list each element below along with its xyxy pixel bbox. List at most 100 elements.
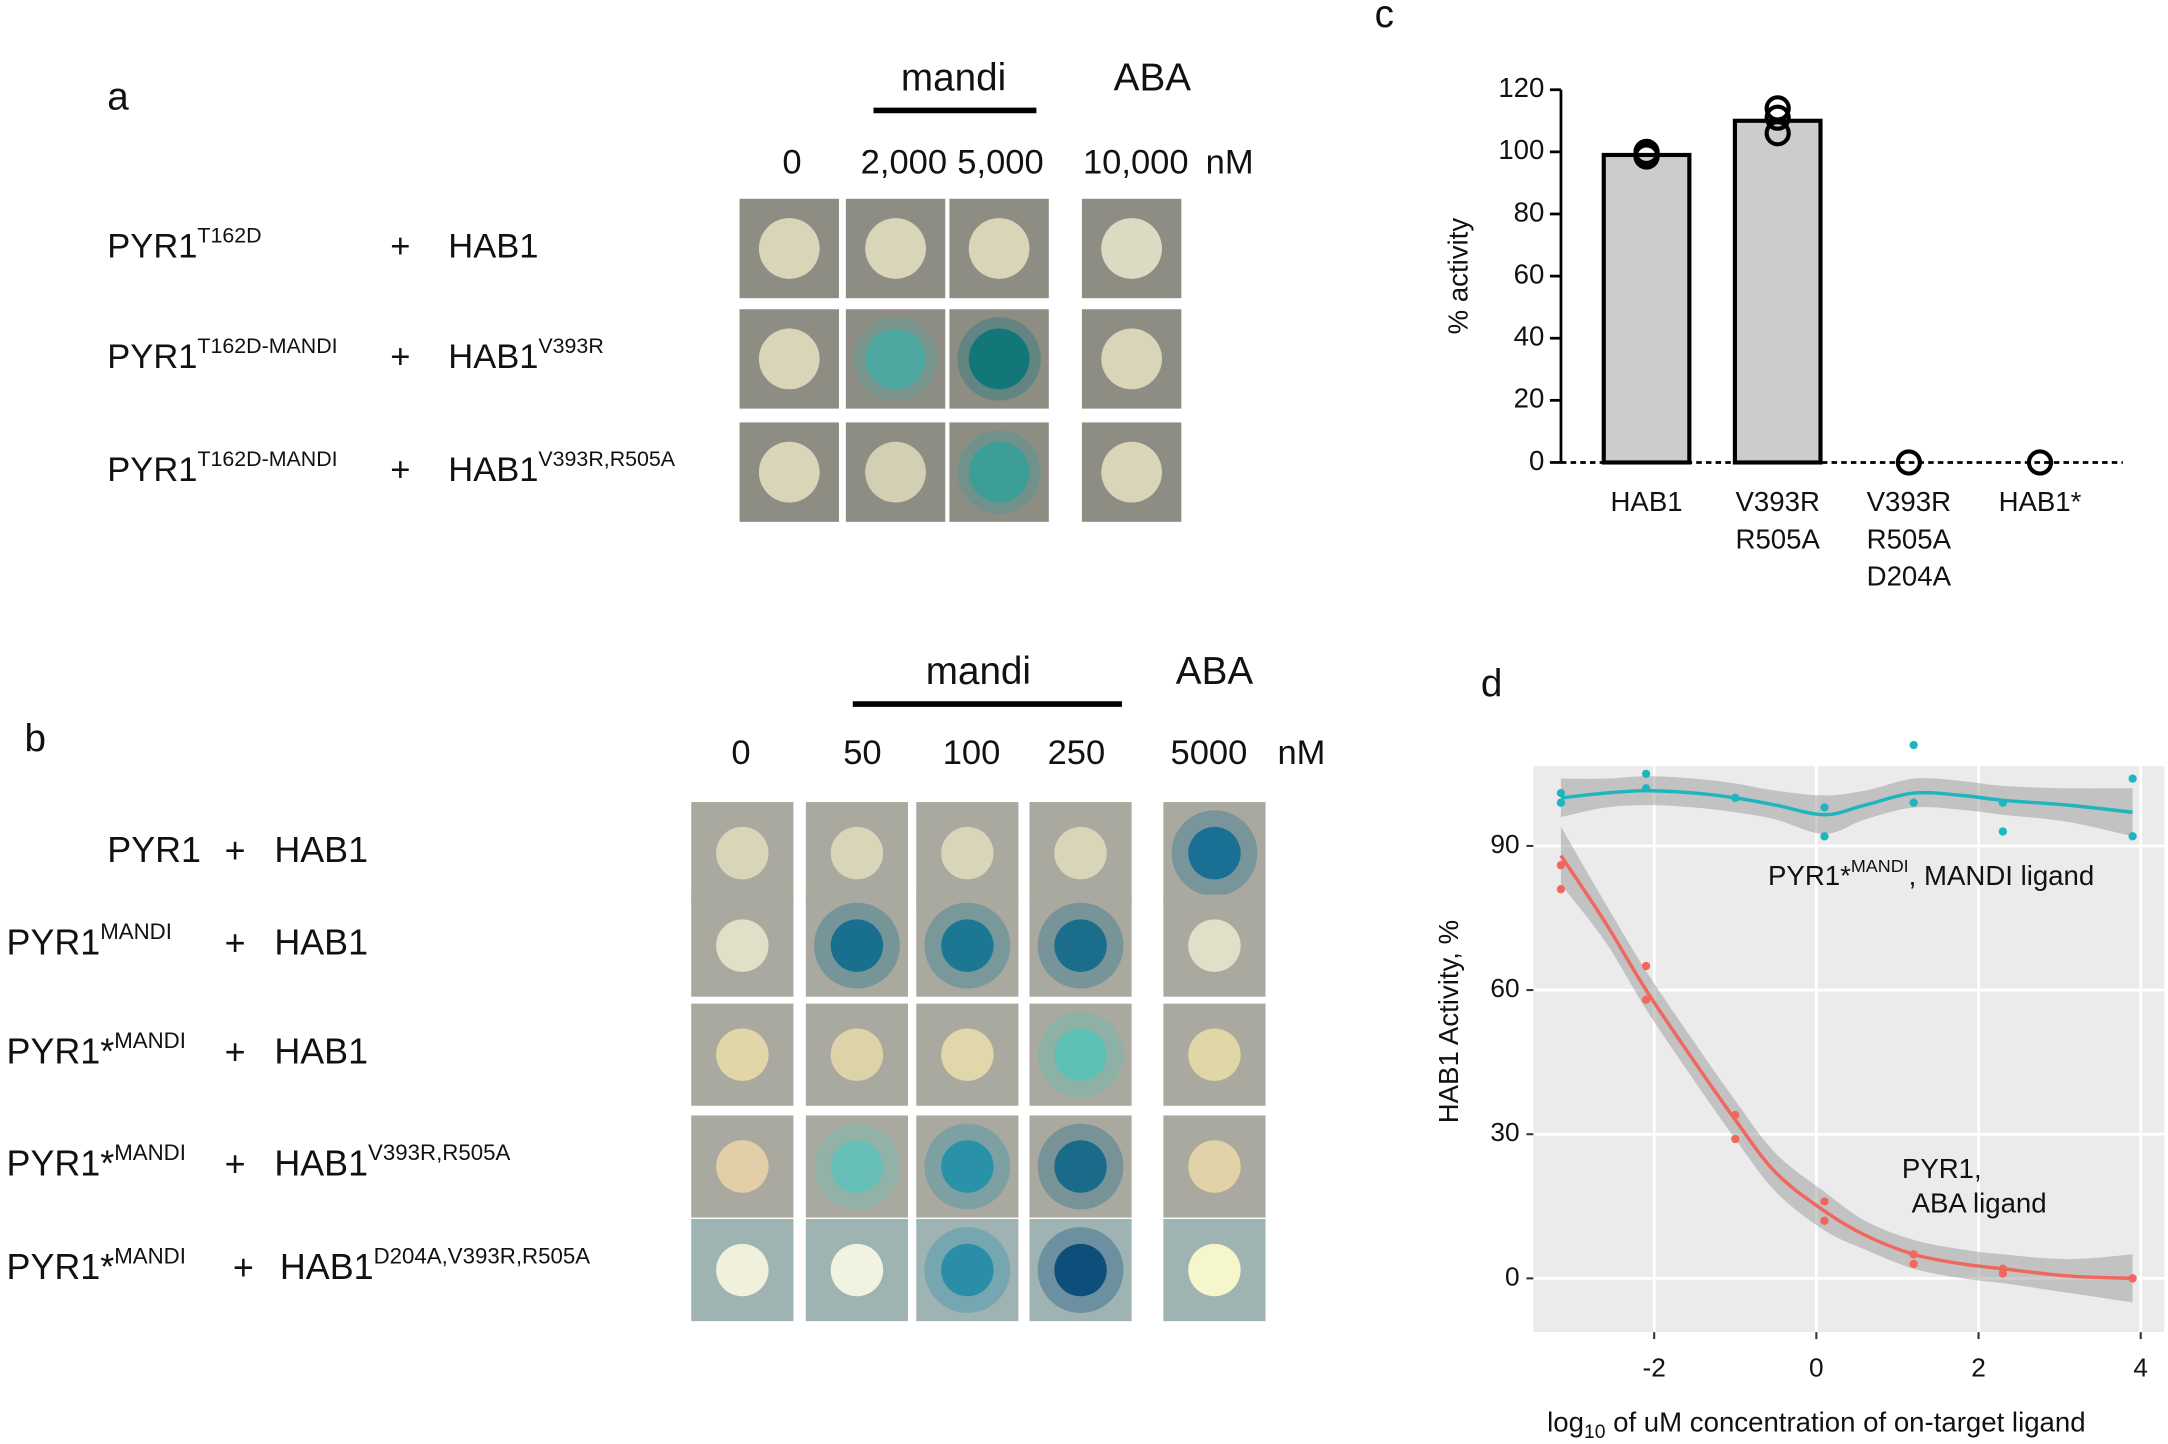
confidence-band bbox=[1560, 776, 2133, 837]
data-point bbox=[1820, 803, 1829, 812]
receptor-label-text: PYR1* bbox=[7, 1144, 115, 1184]
receptor-label: PYR1*MANDI bbox=[7, 1028, 186, 1072]
receptor-label-superscript: T162D-MANDI bbox=[197, 334, 337, 358]
concentration-label: 5000 bbox=[1171, 734, 1248, 772]
receptor-label-superscript: T162D bbox=[197, 223, 261, 247]
x-tick-label: 4 bbox=[2133, 1352, 2148, 1382]
phosphatase-label-text: HAB1 bbox=[274, 831, 368, 871]
phosphatase-label-superscript: V393R,R505A bbox=[538, 447, 675, 471]
annotation-text: , MANDI ligand bbox=[1909, 860, 2095, 891]
unit-label: nM bbox=[1277, 734, 1325, 772]
y-tick-label: 60 bbox=[1514, 258, 1545, 289]
phosphatase-label-text: HAB1 bbox=[448, 451, 538, 489]
data-point bbox=[2128, 1274, 2137, 1283]
receptor-label-superscript: MANDI bbox=[114, 1028, 186, 1053]
phosphatase-label: HAB1 bbox=[448, 228, 538, 266]
yeast-spot bbox=[716, 1140, 769, 1193]
concentration-label: 250 bbox=[1048, 734, 1106, 772]
group-label: ABA bbox=[1176, 650, 1254, 693]
yeast-spot bbox=[716, 1243, 769, 1297]
yeast-spot bbox=[1188, 919, 1241, 972]
yeast-spot bbox=[941, 826, 994, 880]
yeast-spot bbox=[941, 1140, 994, 1193]
group-label: mandi bbox=[901, 56, 1006, 99]
receptor-label-text: PYR1 bbox=[107, 451, 197, 489]
panel-label: c bbox=[1375, 0, 1394, 36]
annotation: ABA ligand bbox=[1912, 1187, 2047, 1218]
receptor-label-superscript: MANDI bbox=[114, 1243, 186, 1268]
data-point bbox=[1731, 793, 1740, 803]
receptor-label-text: PYR1 bbox=[7, 923, 101, 963]
data-point bbox=[1998, 827, 2008, 836]
yeast-spot bbox=[1054, 919, 1107, 972]
phosphatase-label: HAB1V393R,R505A bbox=[274, 1140, 510, 1184]
yeast-spot bbox=[865, 328, 926, 390]
y-tick-label: 100 bbox=[1498, 134, 1544, 165]
data-point bbox=[1556, 798, 1566, 807]
yeast-spot bbox=[1101, 328, 1162, 390]
x-axis-label-text: log bbox=[1547, 1407, 1584, 1438]
phosphatase-label-text: HAB1 bbox=[448, 228, 538, 266]
yeast-spot bbox=[758, 441, 820, 503]
data-point bbox=[1633, 143, 1660, 170]
plus-sign: + bbox=[225, 1144, 246, 1184]
bar bbox=[1601, 152, 1692, 465]
receptor-label: PYR1T162D bbox=[107, 223, 261, 266]
phosphatase-label-text: HAB1 bbox=[274, 923, 368, 963]
phosphatase-label: HAB1 bbox=[274, 923, 368, 963]
receptor-label: PYR1MANDI bbox=[7, 919, 172, 963]
x-tick-label: R505A bbox=[1867, 523, 1952, 554]
yeast-spot bbox=[865, 441, 926, 503]
plus-sign: + bbox=[225, 923, 246, 963]
data-point bbox=[1556, 861, 1566, 870]
receptor-label-superscript: MANDI bbox=[114, 1140, 186, 1165]
yeast-spot bbox=[865, 218, 926, 279]
concentration-label: 5,000 bbox=[957, 143, 1043, 181]
yeast-spot bbox=[758, 328, 820, 390]
group-label: ABA bbox=[1114, 56, 1192, 99]
x-tick-label: -2 bbox=[1643, 1352, 1666, 1382]
y-tick-label: 120 bbox=[1498, 72, 1544, 103]
panel-label: a bbox=[107, 76, 129, 119]
phosphatase-label: HAB1 bbox=[274, 1032, 368, 1072]
panel-label: d bbox=[1481, 662, 1503, 705]
data-point bbox=[1641, 784, 1651, 793]
data-point bbox=[1764, 120, 1791, 147]
plus-sign: + bbox=[390, 451, 410, 489]
yeast-spot bbox=[830, 826, 884, 880]
plus-sign: + bbox=[390, 228, 410, 266]
data-point bbox=[1731, 1134, 1740, 1144]
x-tick-label: V393R bbox=[1867, 486, 1951, 517]
yeast-spot bbox=[1188, 1140, 1241, 1193]
yeast-spot bbox=[830, 919, 884, 972]
receptor-label-superscript: MANDI bbox=[100, 919, 172, 944]
data-point bbox=[1820, 1197, 1829, 1206]
yeast-spot bbox=[968, 218, 1030, 279]
data-point bbox=[1641, 769, 1651, 779]
y-tick-label: 0 bbox=[1505, 1261, 1520, 1291]
yeast-spot bbox=[830, 1140, 884, 1193]
data-point bbox=[1998, 1264, 2008, 1273]
plus-sign: + bbox=[233, 1248, 254, 1288]
data-point bbox=[1556, 788, 1566, 798]
yeast-spot bbox=[968, 441, 1030, 503]
yeast-spot bbox=[830, 1243, 884, 1297]
data-point bbox=[1909, 740, 1918, 750]
phosphatase-label: HAB1V393R,R505A bbox=[448, 447, 676, 490]
y-tick-label: 90 bbox=[1490, 829, 1519, 859]
yeast-spot bbox=[830, 1028, 884, 1081]
x-tick-label: D204A bbox=[1867, 561, 1952, 592]
receptor-label: PYR1T162D-MANDI bbox=[107, 334, 337, 377]
x-tick-label: 2 bbox=[1971, 1352, 1986, 1382]
yeast-spot bbox=[1188, 826, 1241, 880]
receptor-label: PYR1*MANDI bbox=[7, 1140, 186, 1184]
data-point bbox=[1820, 1216, 1829, 1225]
y-tick-label: 30 bbox=[1490, 1117, 1519, 1147]
x-axis-label-text: of uM concentration of on-target ligand bbox=[1605, 1407, 2085, 1438]
data-point bbox=[2128, 774, 2137, 783]
annotation: PYR1, bbox=[1902, 1153, 1982, 1184]
x-tick-label: V393R bbox=[1736, 486, 1820, 517]
panel-label: b bbox=[24, 718, 46, 761]
y-axis-label: % activity bbox=[1442, 218, 1473, 335]
y-tick-label: 40 bbox=[1514, 321, 1545, 352]
